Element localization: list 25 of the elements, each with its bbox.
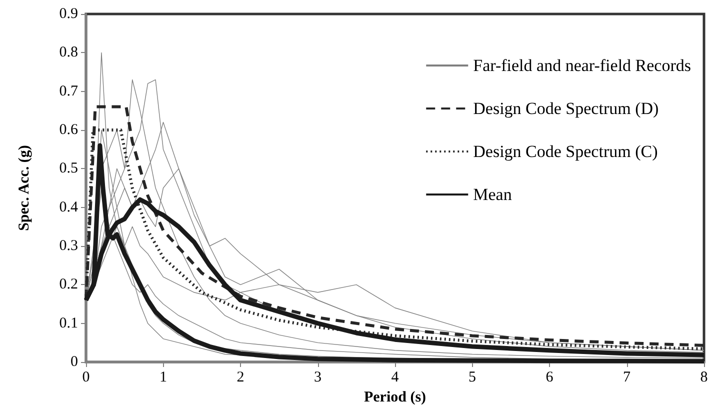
x-tick-label: 3 bbox=[314, 370, 322, 386]
x-tick-label: 5 bbox=[468, 370, 476, 386]
y-tick-label: 0.3 bbox=[59, 238, 78, 254]
y-tick-label: 0.6 bbox=[59, 122, 78, 138]
x-tick-label: 1 bbox=[160, 370, 167, 386]
y-tick-label: 0.4 bbox=[59, 199, 78, 216]
x-tick-label: 4 bbox=[391, 370, 400, 386]
y-tick-label: 0.5 bbox=[59, 160, 78, 177]
x-tick-label: 7 bbox=[623, 370, 631, 386]
x-tick-label: 6 bbox=[546, 370, 554, 386]
legend-label: Far-field and near-field Records bbox=[473, 56, 692, 75]
y-tick-label: 0.2 bbox=[59, 276, 78, 293]
y-tick-label: 0.1 bbox=[59, 315, 78, 332]
y-tick-label: 0.8 bbox=[59, 44, 78, 61]
y-tick-label: 0.7 bbox=[59, 83, 78, 100]
y-axis-title: Spec. Acc. (g) bbox=[16, 145, 32, 231]
y-tick-label: 0 bbox=[70, 354, 78, 370]
x-tick-label: 0 bbox=[82, 370, 90, 386]
legend-label: Design Code Spectrum (D) bbox=[473, 99, 659, 118]
y-tick-label: 0.9 bbox=[59, 6, 78, 22]
x-tick-label: 2 bbox=[236, 370, 244, 386]
x-tick-label: 8 bbox=[700, 370, 708, 386]
legend-label: Design Code Spectrum (C) bbox=[473, 142, 658, 161]
x-axis-title: Period (s) bbox=[364, 389, 426, 406]
legend-label: Mean bbox=[473, 185, 512, 204]
